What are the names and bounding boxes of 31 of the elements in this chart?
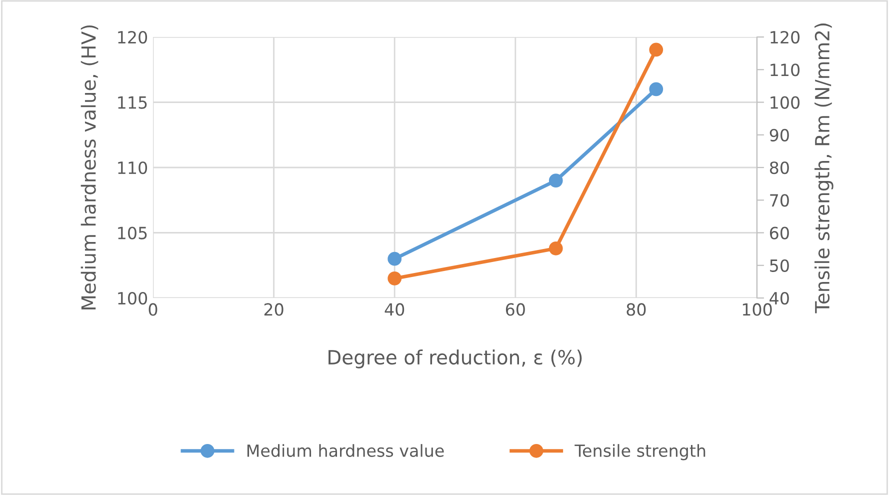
y-tick-label: 100: [118, 292, 148, 305]
y2-tick-label: 50: [770, 259, 789, 272]
y2-tick-label: 90: [770, 128, 789, 142]
x-tick-label: 0: [148, 303, 158, 316]
y-axis-title: Medium hardness value, (HV): [80, 25, 98, 310]
y-tick-label: 105: [118, 226, 147, 240]
x-tick-label: 60: [506, 303, 525, 316]
y2-tick-label: 120: [770, 30, 800, 44]
point: [388, 271, 402, 286]
y2-axis-title: Tensile strength, Rm (N/mm2): [814, 23, 834, 314]
point: [388, 252, 402, 266]
y2-tick-label: 70: [770, 194, 789, 207]
legend-label: Medium hardness value: [247, 444, 444, 457]
x-tick-label: 100: [742, 303, 772, 316]
y-tick-label: 110: [118, 161, 148, 174]
y2-tick-label: 110: [770, 64, 800, 76]
point: [649, 82, 664, 96]
y-tick-label: 115: [118, 96, 147, 109]
y2-tick-label: 100: [770, 96, 800, 109]
x-tick-label: 20: [264, 303, 284, 316]
x-axis-title: Degree of reduction, ε (%): [328, 350, 582, 368]
y2-tick-label: 60: [770, 226, 789, 240]
legend-label: Tensile strength: [574, 444, 706, 460]
x-tick-label: 80: [626, 303, 646, 316]
x-tick-label: 40: [384, 303, 404, 316]
y-tick-label: 120: [118, 30, 148, 44]
point: [548, 174, 563, 188]
y2-tick-label: 40: [770, 292, 789, 305]
point: [649, 42, 664, 57]
point: [548, 241, 563, 256]
y2-tick-label: 80: [770, 161, 789, 174]
